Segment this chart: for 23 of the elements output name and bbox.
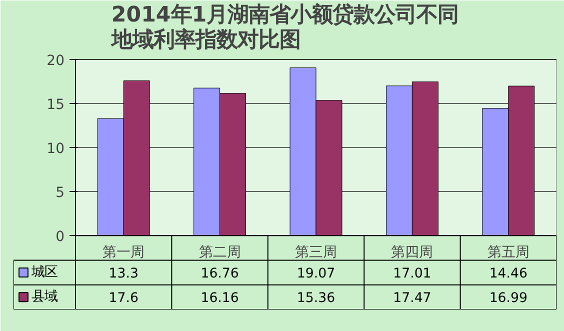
x-tick-label: 第三周 [295,244,337,261]
data-label: 16.76 [200,266,239,282]
y-tick-label: 15 [46,97,65,114]
data-label: 15.36 [296,291,336,306]
y-tick-label: 0 [56,229,65,246]
legend-label: 县域 [32,290,58,305]
legend-label: 城区 [30,265,58,280]
y-tick-label: 20 [46,53,65,70]
x-tick-label: 第五周 [487,244,530,261]
x-tick-label: 第二周 [198,244,241,261]
data-label: 14.46 [489,266,528,282]
data-label: 17.01 [393,266,432,282]
data-label: 16.99 [489,291,528,306]
data-label: 16.16 [200,291,239,306]
x-tick-label: 第四周 [391,244,434,261]
data-label: 19.07 [296,266,336,282]
y-tick-label: 10 [46,141,65,158]
y-tick-label: 5 [56,185,65,202]
data-label: 17.47 [393,291,432,306]
x-tick-label: 第一周 [102,244,145,261]
chart-title: 2014年1月湖南省小额贷款公司不同地域利率指数对比图 [110,2,459,52]
data-label: 13.3 [108,266,138,282]
data-label: 17.6 [108,291,138,306]
